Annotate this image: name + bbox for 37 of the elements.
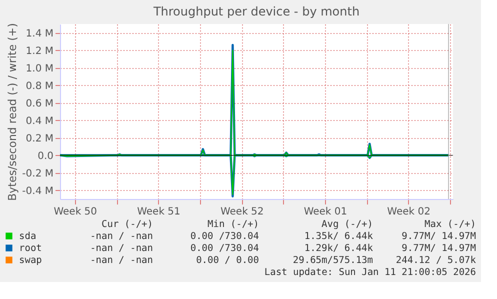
- legend-label: sda: [19, 231, 36, 242]
- y-tick-label: 1.4 M: [26, 28, 54, 40]
- x-tick-label: Week 02: [387, 206, 430, 218]
- x-tick-label: Week 51: [137, 206, 180, 218]
- text: -nan / -nan: [90, 255, 153, 266]
- x-tick-label: Week 50: [54, 206, 98, 218]
- legend-label: swap: [19, 255, 42, 266]
- y-tick-label: 0.8 M: [26, 80, 54, 92]
- y-axis-title: Bytes/second read (-) / write (+): [6, 23, 20, 201]
- text: -nan / -nan: [90, 231, 153, 242]
- y-tick-label: 0.4 M: [26, 116, 54, 127]
- y-tick-label: 0.0: [38, 150, 54, 162]
- text: 0.00 /730.04: [190, 243, 260, 254]
- y-tick-label: 0.6 M: [26, 98, 54, 110]
- y-tick-label: 0.2 M: [26, 133, 54, 144]
- text: 244.12 / 5.07k: [396, 255, 476, 266]
- text: 0.00 /730.04: [190, 231, 260, 242]
- text: 9.77M/ 14.97M: [402, 231, 476, 242]
- text: 9.77M/ 14.97M: [402, 243, 476, 254]
- text: 29.65m/575.13m: [292, 255, 374, 266]
- text: Cur (-/+): [102, 219, 153, 230]
- y-tick-label: 1.0 M: [26, 63, 54, 74]
- x-tick-label: Week 52: [220, 206, 264, 218]
- legend-label: root: [19, 243, 42, 254]
- y-tick-label: 1.2 M: [26, 46, 54, 57]
- text: Max (-/+): [424, 219, 476, 230]
- text: -nan / -nan: [90, 243, 153, 254]
- text: Last update: Sun Jan 11 21:00:05 2026: [264, 267, 476, 278]
- text: Avg (-/+): [322, 219, 373, 230]
- text: Min (-/+): [208, 219, 259, 230]
- y-tick-label: -0.2 M: [22, 168, 54, 180]
- y-tick-label: -0.4 M: [22, 186, 54, 197]
- x-tick-label: Week 01: [304, 206, 348, 218]
- text: 1.35k/ 6.44k: [304, 231, 374, 242]
- chart-title: Throughput per device - by month: [152, 4, 360, 19]
- text: 1.29k/ 6.44k: [304, 243, 374, 254]
- text: 0.00 / 0.00: [196, 255, 260, 266]
